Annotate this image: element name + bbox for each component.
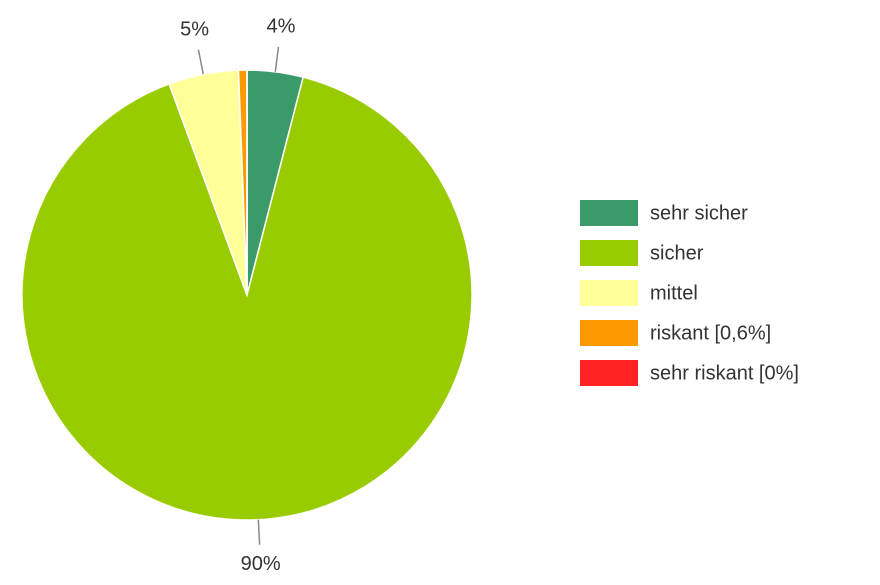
legend-swatch (580, 240, 638, 266)
legend-swatch (580, 200, 638, 226)
data-label: 4% (267, 15, 296, 37)
legend-label: sicher (650, 242, 704, 264)
legend-swatch (580, 320, 638, 346)
leader-line (257, 519, 261, 545)
legend-label: mittel (650, 282, 698, 304)
legend-label: sehr sicher (650, 202, 748, 224)
pie-slice (21, 76, 473, 521)
legend-swatch (580, 360, 638, 386)
leader-line (274, 46, 280, 72)
data-label: 5% (180, 18, 209, 40)
legend-label: riskant [0,6%] (650, 322, 771, 344)
legend-label: sehr riskant [0%] (650, 362, 799, 384)
leader-line (197, 49, 205, 75)
legend-swatch (580, 280, 638, 306)
data-label: 90% (241, 553, 281, 575)
